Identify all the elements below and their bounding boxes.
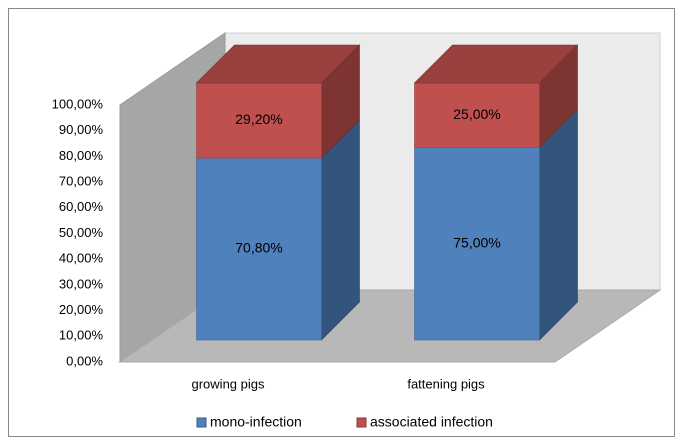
y-tick-label: 70,00% — [59, 174, 104, 189]
legend-label: mono-infection — [210, 414, 302, 430]
x-tick-label: fattening pigs — [407, 376, 485, 391]
bar-side — [321, 119, 360, 341]
data-label: 70,80% — [235, 240, 282, 256]
y-tick-label: 40,00% — [59, 251, 104, 266]
bar — [414, 82, 540, 148]
bar-top — [195, 44, 361, 84]
legend-swatch — [356, 417, 367, 428]
y-tick-label: 10,00% — [59, 328, 104, 343]
y-tick-label: 0,00% — [66, 353, 103, 368]
legend-swatch — [196, 417, 207, 428]
y-tick-label: 80,00% — [59, 148, 104, 163]
data-label: 75,00% — [453, 234, 500, 250]
bar — [414, 146, 540, 341]
bar — [196, 157, 322, 341]
bar-side — [539, 108, 578, 341]
y-tick-label: 20,00% — [59, 302, 104, 317]
data-label: 25,00% — [453, 106, 500, 122]
bar-top — [413, 44, 579, 84]
y-tick-label: 30,00% — [59, 276, 104, 291]
x-tick-label: growing pigs — [192, 376, 265, 391]
legend-label: associated infection — [370, 414, 493, 430]
y-tick-label: 90,00% — [59, 122, 104, 137]
bar — [196, 82, 322, 159]
y-tick-label: 60,00% — [59, 199, 104, 214]
y-tick-label: 100,00% — [52, 96, 104, 111]
data-label: 29,20% — [235, 111, 282, 127]
y-tick-label: 50,00% — [59, 225, 104, 240]
